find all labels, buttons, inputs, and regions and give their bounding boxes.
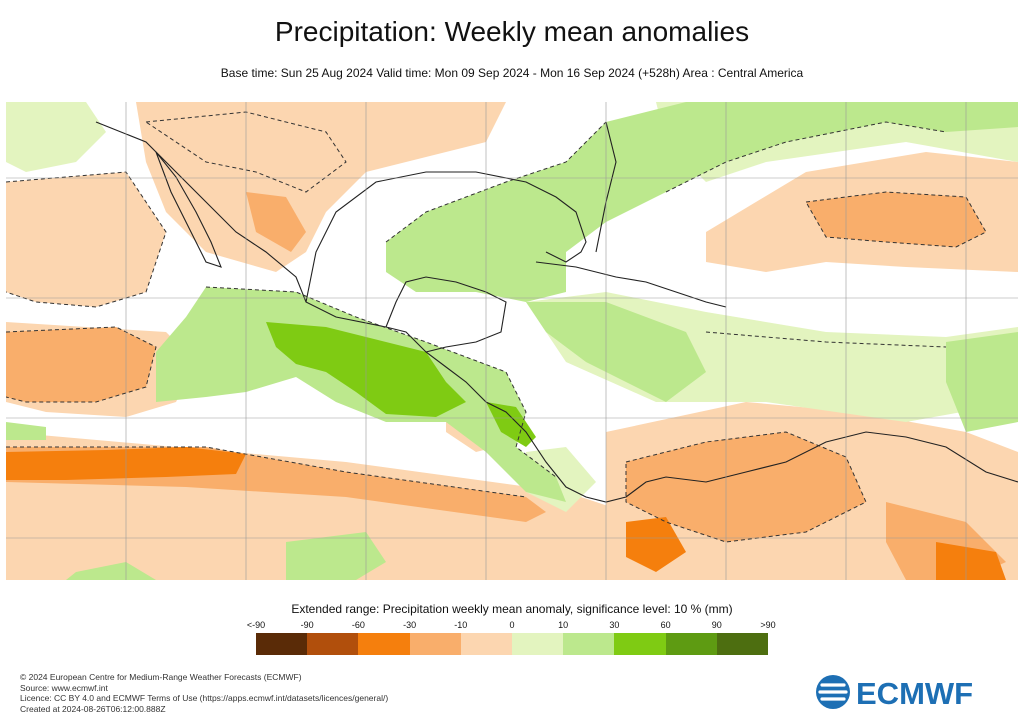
legend-ticks: <-90 -90 -60 -30 -10 0 10 30 60 90 >90 <box>247 620 776 632</box>
legend-tick-label: -90 <box>300 620 314 630</box>
legend-swatch <box>307 633 359 655</box>
legend-swatch <box>358 633 410 655</box>
lat-lon-grid <box>6 102 1018 580</box>
created-line: Created at 2024-08-26T06:12:00.888Z <box>20 703 166 714</box>
source-line: Source: www.ecmwf.int <box>20 682 108 693</box>
legend-tick-label: 90 <box>711 620 722 630</box>
legend-tick-label: <-90 <box>246 620 266 630</box>
legend-swatch <box>460 633 513 655</box>
legend-tick-label: -60 <box>351 620 365 630</box>
legend-swatch <box>563 633 615 655</box>
legend-tick-label: 10 <box>558 620 569 630</box>
legend-swatch <box>409 633 461 655</box>
legend-title: Extended range: Precipitation weekly mea… <box>291 602 733 616</box>
legend-tick-label: 0 <box>509 620 515 630</box>
map-title: Precipitation: Weekly mean anomalies <box>274 16 750 47</box>
legend-swatch <box>665 633 717 655</box>
ecmwf-logo: ECMWF <box>816 675 973 711</box>
footer: © 2024 European Centre for Medium-Range … <box>20 672 388 714</box>
legend-colorbar <box>256 633 769 655</box>
coastlines <box>95 121 1018 503</box>
legend-tick-label: -30 <box>403 620 417 630</box>
legend-tick-label: -10 <box>454 620 468 630</box>
legend-tick-label: >90 <box>760 620 776 630</box>
legend-swatch <box>716 633 769 655</box>
copyright-line: © 2024 European Centre for Medium-Range … <box>20 672 302 682</box>
legend-swatch <box>256 633 308 655</box>
precipitation-anomaly-map <box>6 102 1018 580</box>
legend-swatch <box>614 633 666 655</box>
licence-line: Licence: CC BY 4.0 and ECMWF Terms of Us… <box>20 693 389 703</box>
logo-text: ECMWF <box>856 676 973 711</box>
legend-swatch <box>512 633 564 655</box>
map-subtitle: Base time: Sun 25 Aug 2024 Valid time: M… <box>220 66 804 80</box>
legend-tick-label: 60 <box>660 620 671 630</box>
legend-tick-label: 30 <box>609 620 620 630</box>
